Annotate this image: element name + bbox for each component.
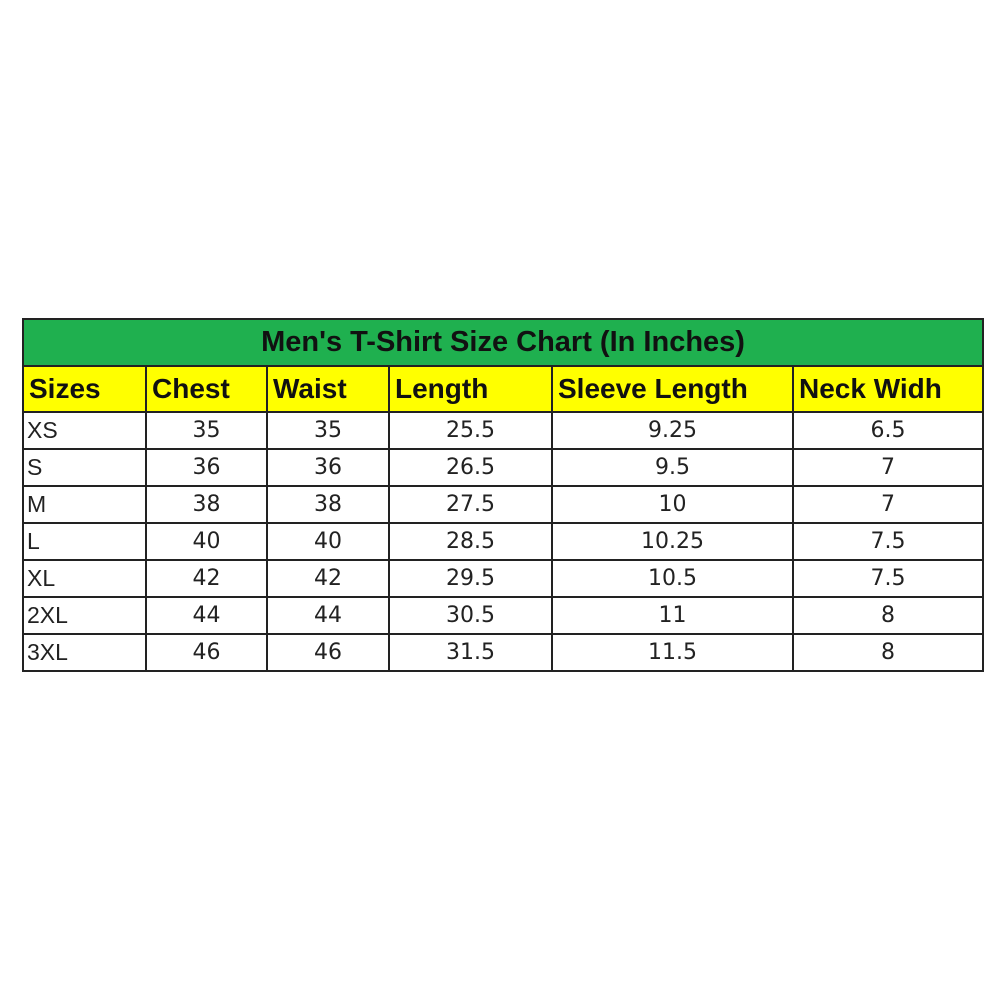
measurement-cell: 36 <box>266 448 390 487</box>
measurement-cell: 40 <box>266 522 390 561</box>
size-cell: S <box>22 448 147 487</box>
measurement-cell: 6.5 <box>791 411 985 450</box>
table-row: XL 42 42 29.5 10.5 7.5 <box>22 559 985 598</box>
measurement-cell: 35 <box>145 411 268 450</box>
measurement-cell: 8 <box>791 596 985 635</box>
measurement-cell: 44 <box>145 596 268 635</box>
column-header: Waist <box>266 365 390 413</box>
size-chart-table: Men's T-Shirt Size Chart (In Inches) Siz… <box>21 318 985 672</box>
measurement-cell: 27.5 <box>388 485 553 524</box>
measurement-cell: 26.5 <box>388 448 553 487</box>
measurement-cell: 7.5 <box>791 559 985 598</box>
measurement-cell: 10 <box>551 485 794 524</box>
measurement-cell: 42 <box>145 559 268 598</box>
size-cell: 3XL <box>22 633 147 672</box>
measurement-cell: 30.5 <box>388 596 553 635</box>
measurement-cell: 46 <box>145 633 268 672</box>
measurement-cell: 42 <box>266 559 390 598</box>
measurement-cell: 10.5 <box>551 559 794 598</box>
size-cell: L <box>22 522 147 561</box>
measurement-cell: 10.25 <box>551 522 794 561</box>
measurement-cell: 31.5 <box>388 633 553 672</box>
measurement-cell: 9.25 <box>551 411 794 450</box>
measurement-cell: 36 <box>145 448 268 487</box>
measurement-cell: 7.5 <box>791 522 985 561</box>
size-cell: XL <box>22 559 147 598</box>
table-row: M 38 38 27.5 10 7 <box>22 485 985 524</box>
measurement-cell: 38 <box>266 485 390 524</box>
measurement-cell: 8 <box>791 633 985 672</box>
size-cell: 2XL <box>22 596 147 635</box>
table-row: S 36 36 26.5 9.5 7 <box>22 448 985 487</box>
size-cell: XS <box>22 411 147 450</box>
column-header: Sleeve Length <box>551 365 794 413</box>
column-header: Sizes <box>22 365 147 413</box>
measurement-cell: 7 <box>791 485 985 524</box>
column-header: Neck Widh <box>791 365 985 413</box>
column-header: Length <box>388 365 553 413</box>
column-header: Chest <box>145 365 268 413</box>
size-cell: M <box>22 485 147 524</box>
measurement-cell: 35 <box>266 411 390 450</box>
measurement-cell: 40 <box>145 522 268 561</box>
measurement-cell: 46 <box>266 633 390 672</box>
table-row: L 40 40 28.5 10.25 7.5 <box>22 522 985 561</box>
measurement-cell: 9.5 <box>551 448 794 487</box>
table-title: Men's T-Shirt Size Chart (In Inches) <box>21 318 985 367</box>
header-row: Sizes Chest Waist Length Sleeve Length Neck W… <box>22 365 985 413</box>
table-row: XS 35 35 25.5 9.25 6.5 <box>22 411 985 450</box>
table-row: 3XL 46 46 31.5 11.5 8 <box>22 633 985 672</box>
measurement-cell: 11 <box>551 596 794 635</box>
measurement-cell: 11.5 <box>551 633 794 672</box>
measurement-cell: 38 <box>145 485 268 524</box>
measurement-cell: 7 <box>791 448 985 487</box>
measurement-cell: 44 <box>266 596 390 635</box>
measurement-cell: 25.5 <box>388 411 553 450</box>
measurement-cell: 29.5 <box>388 559 553 598</box>
table-row: 2XL 44 44 30.5 11 8 <box>22 596 985 635</box>
measurement-cell: 28.5 <box>388 522 553 561</box>
